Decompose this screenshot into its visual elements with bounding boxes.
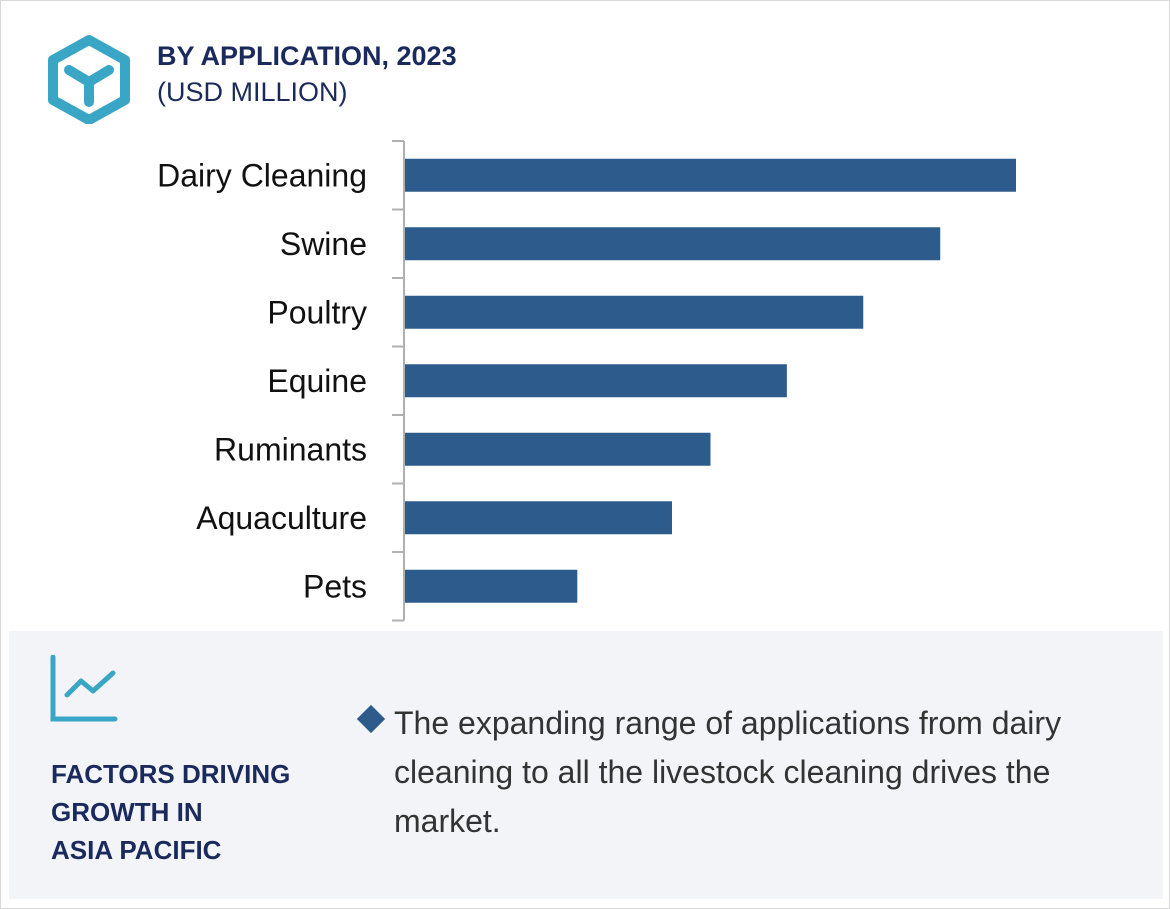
bullet-text: The expanding range of applications from… <box>394 705 1062 839</box>
cube-hexagon-icon <box>48 35 130 124</box>
category-label: Dairy Cleaning <box>157 157 367 193</box>
line-chart-icon <box>50 655 118 722</box>
chart-title: BY APPLICATION, 2023 <box>157 41 457 71</box>
category-label: Pets <box>303 568 367 604</box>
factors-heading-line: FACTORS DRIVING <box>51 759 291 789</box>
bar <box>405 227 941 261</box>
factors-heading-line: GROWTH IN <box>51 797 203 827</box>
diamond-bullet-icon <box>356 704 386 734</box>
bar <box>405 569 578 603</box>
factors-heading-line: ASIA PACIFIC <box>51 835 222 865</box>
category-label: Swine <box>280 226 367 262</box>
bar <box>405 158 1016 192</box>
category-label: Aquaculture <box>196 500 367 536</box>
bar <box>405 364 787 398</box>
chart-subtitle: (USD MILLION) <box>157 77 348 107</box>
category-label: Ruminants <box>214 431 367 467</box>
bar <box>405 432 711 466</box>
category-label: Equine <box>267 363 367 399</box>
factors-panel: FACTORS DRIVING GROWTH IN ASIA PACIFIC T… <box>9 631 1163 899</box>
bar <box>405 501 673 535</box>
bar <box>405 295 864 329</box>
factors-heading: FACTORS DRIVING GROWTH IN ASIA PACIFIC <box>51 755 290 869</box>
bar-chart: Dairy Cleaning Swine Poultry Equine Ruminant… <box>157 140 1016 622</box>
category-label: Poultry <box>267 294 367 330</box>
